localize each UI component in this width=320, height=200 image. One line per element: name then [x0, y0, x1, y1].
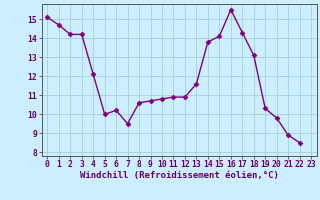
X-axis label: Windchill (Refroidissement éolien,°C): Windchill (Refroidissement éolien,°C): [80, 171, 279, 180]
